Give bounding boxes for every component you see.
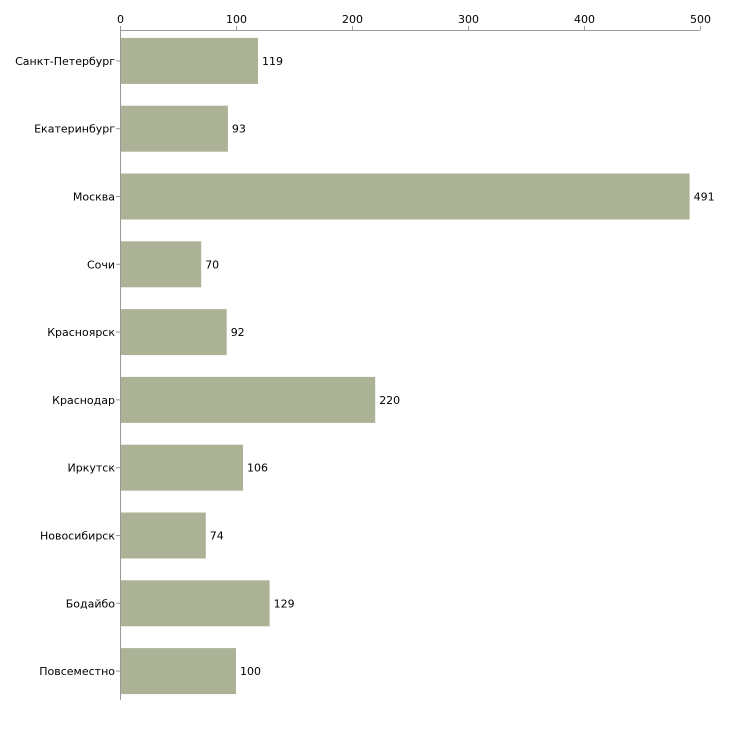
bar [121,376,376,423]
bar [121,37,258,84]
category-label: Сочи [87,258,115,271]
x-tick-label: 0 [117,13,124,26]
value-label: 92 [231,326,245,339]
category-label: Новосибирск [40,530,115,543]
category-label: Москва [73,191,115,204]
value-label: 119 [262,55,283,68]
bar [121,173,690,220]
bar [121,512,206,559]
bar [121,309,227,356]
value-label: 129 [274,597,295,610]
x-tick-label: 100 [226,13,247,26]
category-label: Бодайбо [66,597,116,610]
value-label: 74 [210,530,224,543]
value-label: 106 [247,462,268,475]
value-label: 491 [694,191,715,204]
bars [121,37,690,695]
x-tick-label: 400 [574,13,595,26]
category-label: Санкт-Петербург [15,55,115,68]
category-label: Екатеринбург [34,123,115,136]
x-tick-label: 300 [458,13,479,26]
x-tick-label: 500 [690,13,711,26]
value-label: 100 [240,665,261,678]
bar [121,648,236,695]
labels: Санкт-Петербург 119 Екатеринбург 93 Москва 49… [15,55,714,678]
value-label: 70 [205,258,219,271]
category-label: Краснодар [52,394,115,407]
bar [121,241,202,288]
x-axis-ticks: 0 100 200 300 400 500 [116,13,711,672]
bar [121,105,228,152]
category-label: Иркутск [68,462,116,475]
x-tick-label: 200 [342,13,363,26]
category-label: Красноярск [47,326,115,339]
value-label: 93 [232,123,246,136]
bar [121,580,270,627]
bar [121,444,243,491]
value-label: 220 [379,394,400,407]
category-label: Повсеместно [39,665,115,678]
